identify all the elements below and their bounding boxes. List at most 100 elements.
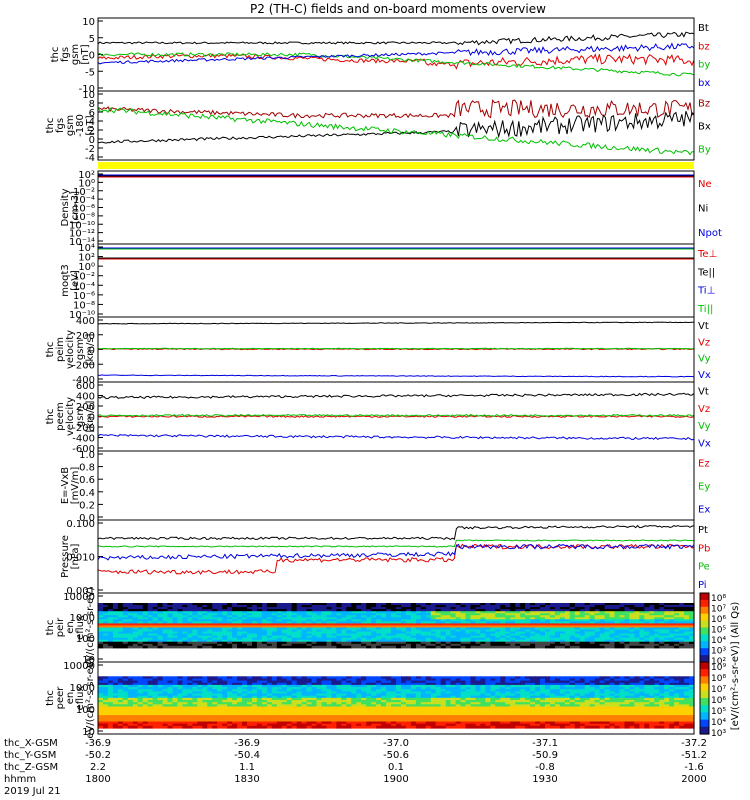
spectrogram-cell [182,623,188,626]
spectrogram-cell [391,712,397,716]
spectrogram-cell [574,633,581,637]
spectrogram-cell [217,725,223,729]
spectrogram-cell [351,712,357,716]
spectrogram-cell [629,625,635,628]
spectrogram-cell [132,684,139,688]
spectrogram-cell [172,629,179,633]
spectrogram-cell [197,706,203,710]
spectrogram-cell [679,607,685,610]
spectrogram-cell [520,695,526,699]
legend-entry: By [698,145,711,156]
spectrogram-cell [182,717,188,720]
spectrogram-cell [366,682,372,686]
spectrogram-cell [286,641,293,645]
spectrogram-cell [222,684,228,688]
spectrogram-cell [192,697,198,701]
spectrogram-cell [286,691,293,695]
spectrogram-cell [525,633,531,637]
spectrogram-cell [475,695,482,699]
spectrogram-cell [152,605,159,608]
spectrogram-cell [480,639,486,643]
spectrogram-cell [291,680,298,684]
spectrogram-cell [336,623,342,626]
spectrogram-cell [475,723,482,727]
spectrogram-cell [410,641,417,645]
spectrogram-cell [376,609,382,612]
spectrogram-cell [122,695,129,699]
spectrogram-cell [381,613,387,616]
spectrogram-cell [371,641,377,645]
spectrogram-cell [321,613,328,616]
spectrogram-cell [127,702,134,705]
spectrogram-cell [440,619,447,622]
spectrogram-cell [192,682,198,686]
panel-ylabel: eV/(cm²-s-sr-eV) [85,657,96,738]
spectrogram-cell [237,635,243,639]
spectrogram-cell [445,717,452,720]
spectrogram-cell [321,609,328,612]
panel-ylabel: -180 [75,114,86,137]
spectrogram-cell [266,697,273,701]
spectrogram-cell [316,641,323,645]
spectrogram-cell [614,641,621,645]
spectrogram-cell [247,697,253,701]
spectrogram-cell [311,678,318,682]
spectrogram-cell [331,607,337,610]
spectrogram-cell [510,639,516,643]
spectrogram-cell [107,719,114,723]
series-Bz [97,99,695,119]
spectrogram-cell [361,693,367,697]
spectrogram-cell [271,706,278,710]
spectrogram-cell [415,715,422,718]
spectrogram-cell [162,710,169,714]
spectrogram-cell [177,725,184,729]
spectrogram-cell [212,700,218,703]
spectrogram-cell [142,643,149,647]
spectrogram-cell [167,603,174,606]
spectrogram-cell [107,706,114,710]
spectrogram-cell [252,611,258,614]
spectrogram-cell [435,615,442,618]
spectrogram-cell [256,643,263,647]
spectrogram-cell [535,615,541,618]
spectrogram-cell [122,725,129,729]
spectrogram-cell [490,621,496,624]
spectrogram-cell [455,710,462,714]
spectrogram-cell [525,708,531,712]
spectrogram-cell [301,617,308,620]
spectrogram-cell [247,702,253,705]
spectrogram-cell [425,693,432,697]
spectrogram-cell [396,625,402,628]
spectrogram-cell [624,629,631,633]
spectrogram-cell [410,719,417,723]
spectrogram-cell [450,639,457,643]
spectrogram-cell [103,635,109,639]
spectrogram-cell [475,697,482,701]
spectrogram-cell [103,717,109,720]
spectrogram-cell [619,645,626,649]
spectrogram-cell [470,637,477,641]
spectrogram-cell [276,697,283,701]
spectrogram-cell [147,710,154,714]
spectrogram-cell [341,719,347,723]
spectrogram-cell [490,693,496,697]
spectrogram-cell [510,637,516,641]
spectrogram-cell [182,715,188,718]
spectrogram-cell [137,725,144,729]
spectrogram-cell [301,629,308,633]
spectrogram-cell [276,639,283,643]
spectrogram-cell [505,687,511,690]
spectrogram-cell [445,680,452,684]
spectrogram-cell [554,641,561,645]
spectrogram-cell [316,706,323,710]
spectrogram-cell [172,619,179,622]
spectrogram-cell [197,621,203,624]
legend-entry: bx [698,78,710,89]
ytick-label: 10⁻⁶ [73,204,95,215]
spectrogram-cell [396,715,402,718]
spectrogram-cell [495,635,501,639]
spectrogram-cell [157,721,164,725]
spectrogram-cell [341,695,347,699]
spectrogram-cell [222,611,228,614]
spectrogram-cell [574,621,581,624]
